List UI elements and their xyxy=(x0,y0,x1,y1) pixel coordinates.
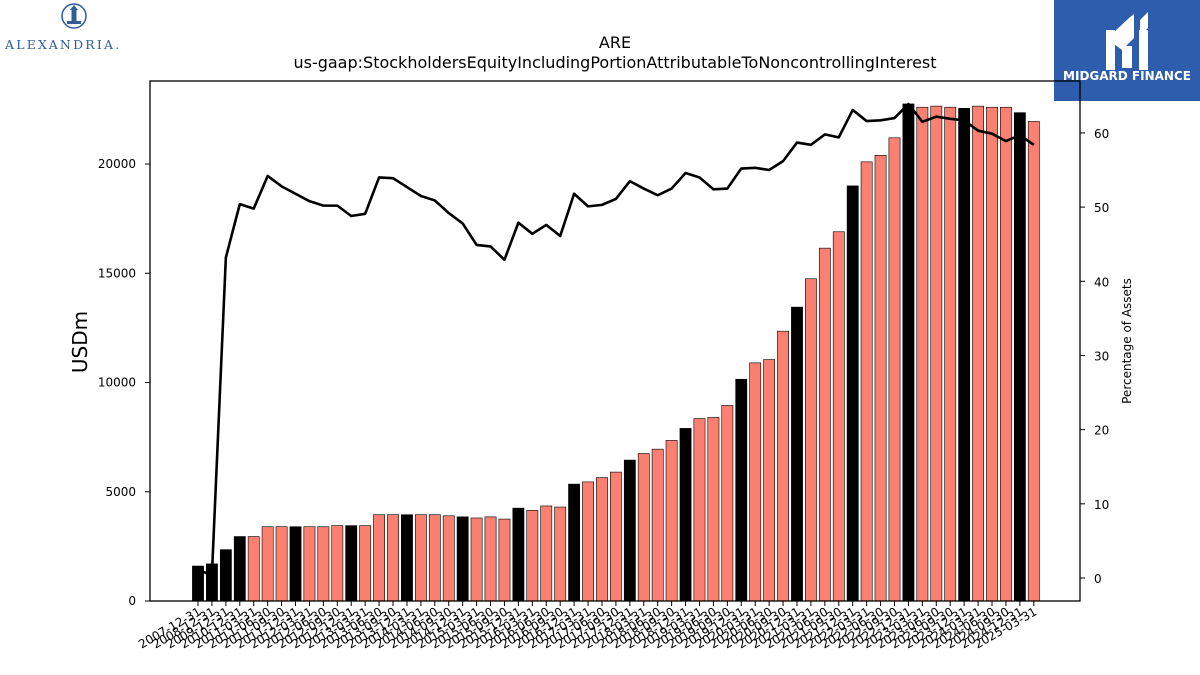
y2-tick-label-30: 30 xyxy=(1094,349,1109,363)
bar-2021-06-30 xyxy=(818,247,831,602)
bar-2015-12-31 xyxy=(512,507,525,602)
bar-2013-03-31 xyxy=(359,525,372,602)
y2-tick-label-50: 50 xyxy=(1094,201,1109,215)
bar-2015-06-30 xyxy=(484,516,497,602)
plot-frame xyxy=(149,80,1081,602)
chart-subtitle: us-gaap:StockholdersEquityIncludingPorti… xyxy=(293,53,936,72)
bar-2022-03-31 xyxy=(860,161,873,602)
bar-2019-12-31 xyxy=(735,378,748,602)
bar-2012-06-30 xyxy=(317,526,330,602)
y-tick-label-15000: 15000 xyxy=(98,266,136,280)
bar-2022-12-31 xyxy=(902,103,915,602)
bar-2013-06-30 xyxy=(373,514,385,602)
y2-axis-label: Percentage of Assets xyxy=(1120,278,1134,404)
y-tick-label-20000: 20000 xyxy=(98,157,136,171)
percentage-of-assets-line xyxy=(197,102,1035,576)
bar-2015-03-31 xyxy=(470,517,483,602)
bar-2018-06-30 xyxy=(651,448,664,602)
midgard-logo-text: MIDGARD FINANCE xyxy=(1063,69,1191,83)
bar-2011-06-30 xyxy=(261,526,274,602)
bar-2017-06-30 xyxy=(596,477,608,602)
bar-2014-12-31 xyxy=(456,516,469,602)
bar-2010-12-31 xyxy=(233,536,246,602)
chart-title: ARE xyxy=(599,33,631,52)
bar-2021-03-31 xyxy=(805,278,817,602)
bar-2020-03-31 xyxy=(749,362,762,602)
bar-2025-03-31 xyxy=(1027,121,1040,602)
bar-series xyxy=(192,103,1040,602)
x-axis-ticks: 2007-12-312008-12-312009-12-312010-12-31… xyxy=(136,601,1039,651)
left-axis-ticks: 0 5000 10000 15000 20000 xyxy=(98,157,150,608)
bar-2014-09-30 xyxy=(442,515,455,602)
bar-2020-06-30 xyxy=(763,359,776,602)
alexandria-logo: ALEXANDRIA. xyxy=(0,0,160,70)
bar-2022-09-30 xyxy=(888,137,901,602)
bar-2019-09-30 xyxy=(721,405,734,602)
alexandria-logo-text: ALEXANDRIA. xyxy=(4,37,121,52)
bar-2017-09-30 xyxy=(609,471,622,602)
midgard-emblem-icon xyxy=(1106,12,1148,70)
bar-2018-12-31 xyxy=(679,428,692,602)
y2-tick-label-40: 40 xyxy=(1094,275,1109,289)
alexandria-emblem-icon xyxy=(61,3,87,29)
midgard-finance-logo: MIDGARD FINANCE xyxy=(1054,0,1200,101)
right-axis-ticks: 0 10 20 30 40 50 60 xyxy=(1080,127,1109,586)
y-tick-label-10000: 10000 xyxy=(98,376,136,390)
bar-2014-06-30 xyxy=(428,514,441,602)
bar-2024-09-30 xyxy=(1000,106,1012,602)
bar-2020-12-31 xyxy=(791,306,803,602)
bar-2009-12-31 xyxy=(219,549,232,602)
bar-2013-09-30 xyxy=(387,514,399,602)
bar-2023-06-30 xyxy=(930,105,943,602)
bar-2024-06-30 xyxy=(986,106,998,602)
bar-2012-12-31 xyxy=(345,525,358,602)
percentage-line-series xyxy=(197,102,1035,576)
bar-2011-03-31 xyxy=(247,536,260,602)
bar-2015-09-30 xyxy=(498,518,511,602)
bar-2012-03-31 xyxy=(303,526,316,602)
bar-2022-06-30 xyxy=(874,154,887,602)
bar-2023-12-31 xyxy=(958,108,971,602)
bar-2021-09-30 xyxy=(832,231,845,602)
y2-tick-label-0: 0 xyxy=(1094,572,1102,586)
y2-tick-label-20: 20 xyxy=(1094,424,1109,438)
bar-2018-03-31 xyxy=(637,453,650,602)
bar-2016-12-31 xyxy=(568,483,581,602)
bar-2016-09-30 xyxy=(554,506,567,602)
y2-tick-label-10: 10 xyxy=(1094,498,1109,512)
bar-2013-12-31 xyxy=(401,514,413,602)
y-axis-label: USDm xyxy=(68,311,92,373)
bar-2017-03-31 xyxy=(582,481,594,602)
bar-2016-03-31 xyxy=(526,510,539,602)
y2-tick-label-60: 60 xyxy=(1094,127,1109,141)
bar-2024-03-31 xyxy=(972,105,984,602)
y-tick-label-0: 0 xyxy=(128,594,136,608)
bar-2016-06-30 xyxy=(540,505,553,602)
bar-2020-09-30 xyxy=(777,330,789,602)
y-tick-label-5000: 5000 xyxy=(105,485,136,499)
bar-2012-09-30 xyxy=(331,525,344,602)
bar-2024-12-31 xyxy=(1013,112,1026,602)
bar-2018-09-30 xyxy=(665,440,678,602)
bar-2021-12-31 xyxy=(846,185,859,602)
bar-2019-03-31 xyxy=(693,418,706,602)
bar-2011-09-30 xyxy=(275,526,288,602)
bar-2023-09-30 xyxy=(944,106,957,602)
bar-2017-12-31 xyxy=(623,459,636,602)
bar-2014-03-31 xyxy=(414,514,427,602)
bar-2023-03-31 xyxy=(916,106,929,602)
bar-2011-12-31 xyxy=(289,526,302,602)
bar-2019-06-30 xyxy=(707,417,720,602)
